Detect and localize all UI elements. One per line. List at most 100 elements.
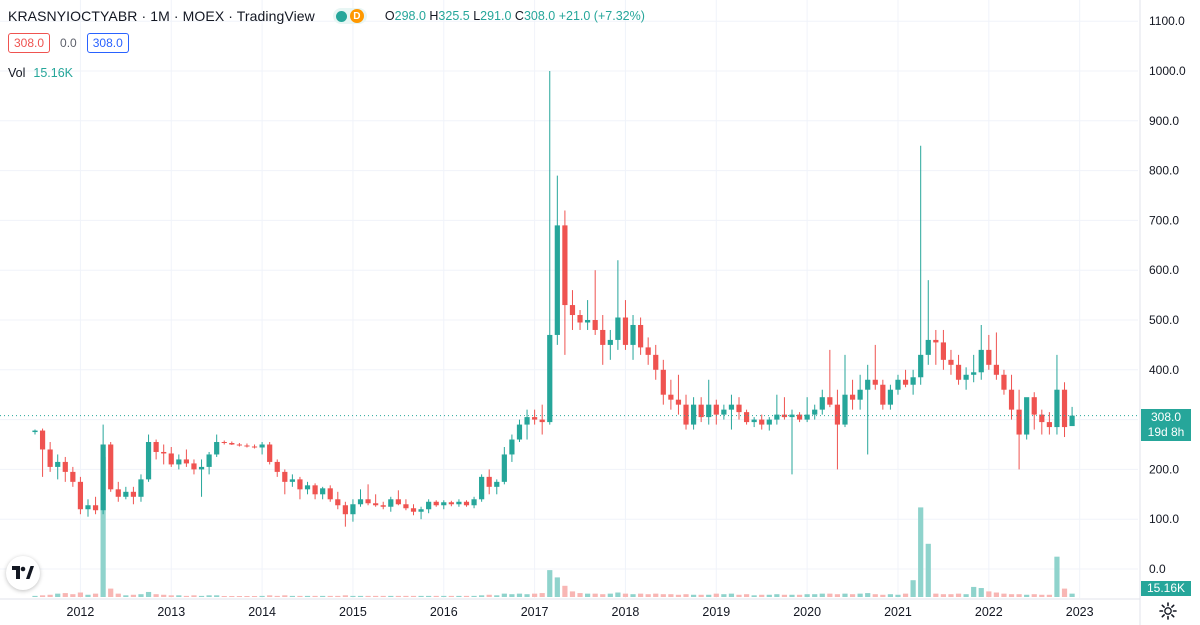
volume-bar: [751, 595, 757, 597]
candle-body: [895, 379, 901, 390]
candle-body: [1008, 389, 1015, 410]
volume-bar: [410, 595, 417, 597]
volume-bar: [660, 594, 666, 597]
volume-bar: [297, 595, 303, 597]
x-tick-label: 2017: [521, 605, 549, 619]
x-tick-label: 2022: [975, 605, 1003, 619]
volume-bar: [479, 595, 485, 597]
candle-body: [796, 414, 803, 420]
volume-bar: [161, 594, 167, 597]
volume-bar: [168, 595, 174, 597]
volume-bar: [524, 594, 530, 597]
candle-body: [592, 320, 598, 330]
volume-bar: [789, 594, 795, 597]
candle-body: [834, 404, 841, 425]
candle-body: [357, 499, 364, 505]
volume-bar: [615, 592, 621, 597]
change-value: +21.0 (+7.32%): [558, 9, 645, 23]
symbol-title[interactable]: KRASNYIOCTYABR · 1M · MOEX · TradingView: [8, 8, 315, 24]
candle-body: [206, 454, 212, 467]
volume-bar: [690, 594, 697, 597]
volume-bar: [1024, 594, 1030, 597]
volume-bar: [933, 593, 939, 597]
candle-body: [736, 404, 742, 413]
candle-body: [418, 509, 424, 512]
y-tick-label: 100.0: [1149, 512, 1179, 526]
volume-bar: [471, 595, 477, 597]
volume-bar: [92, 593, 99, 597]
buy-price-button[interactable]: 308.0: [86, 33, 129, 53]
volume-bar: [70, 594, 76, 597]
candle-body: [70, 471, 76, 482]
candle-body: [971, 372, 977, 375]
volume-bar: [638, 593, 644, 597]
volume-bar: [622, 593, 629, 597]
candle-body: [1001, 374, 1007, 390]
candle-body: [267, 444, 273, 462]
candle-body: [448, 502, 454, 505]
candle-body: [471, 499, 477, 506]
volume-legend[interactable]: Vol 15.16K: [8, 66, 73, 80]
gear-icon[interactable]: [1158, 601, 1178, 621]
candle-body: [562, 225, 568, 306]
candle-body: [1031, 397, 1037, 415]
volume-bar: [342, 595, 348, 597]
volume-bar: [925, 543, 931, 597]
legend-header: KRASNYIOCTYABR · 1M · MOEX · TradingView…: [8, 6, 645, 26]
volume-bar: [1008, 594, 1015, 597]
volume-bar: [872, 594, 878, 597]
candle-body: [690, 404, 697, 425]
candle-body: [1061, 389, 1068, 428]
volume-bar: [85, 594, 91, 597]
x-tick-label: 2014: [248, 605, 276, 619]
volume-bar: [456, 595, 462, 597]
volume-bar: [857, 593, 863, 597]
candle-body: [229, 443, 235, 445]
candle-body: [887, 389, 894, 405]
volume-bar: [176, 595, 182, 597]
candle-body: [743, 412, 750, 423]
candle-body: [842, 394, 848, 425]
candle-body: [653, 354, 659, 370]
volume-bar: [267, 595, 273, 597]
candle-body: [153, 442, 159, 452]
x-tick-label: 2013: [157, 605, 185, 619]
candle-body: [600, 329, 606, 345]
candle-body: [327, 488, 333, 500]
candle-body: [524, 417, 530, 425]
tradingview-logo-icon[interactable]: [6, 556, 40, 590]
candle-body: [963, 374, 969, 380]
volume-bar: [812, 594, 818, 597]
sell-price-button[interactable]: 308.0: [8, 33, 51, 53]
y-tick-label: 900.0: [1149, 114, 1179, 128]
volume-bar: [365, 595, 371, 597]
x-tick-label: 2020: [793, 605, 821, 619]
market-status[interactable]: D: [332, 8, 367, 24]
volume-bar: [1031, 594, 1037, 597]
volume-bar: [289, 595, 295, 597]
y-tick-label: 500.0: [1149, 313, 1179, 327]
candle-body: [259, 444, 265, 448]
volume-bar: [880, 594, 886, 597]
candle-body: [320, 488, 326, 495]
volume-bar: [274, 595, 280, 597]
candle-body: [176, 459, 182, 465]
candle-body: [395, 499, 401, 505]
candle-body: [214, 442, 220, 455]
volume-bar: [463, 595, 470, 597]
y-tick-label: 200.0: [1149, 462, 1179, 476]
candle-body: [933, 339, 939, 343]
volume-bar: [494, 595, 500, 597]
candle-body: [380, 505, 386, 507]
volume-bar: [539, 593, 545, 597]
volume-bar: [395, 595, 401, 597]
y-tick-label: 800.0: [1149, 164, 1179, 178]
candle-body: [244, 445, 250, 447]
volume-bar: [138, 594, 144, 597]
candle-body: [39, 430, 46, 450]
candle-body: [955, 364, 962, 380]
volume-bar: [206, 595, 212, 597]
volume-bar: [971, 586, 977, 597]
